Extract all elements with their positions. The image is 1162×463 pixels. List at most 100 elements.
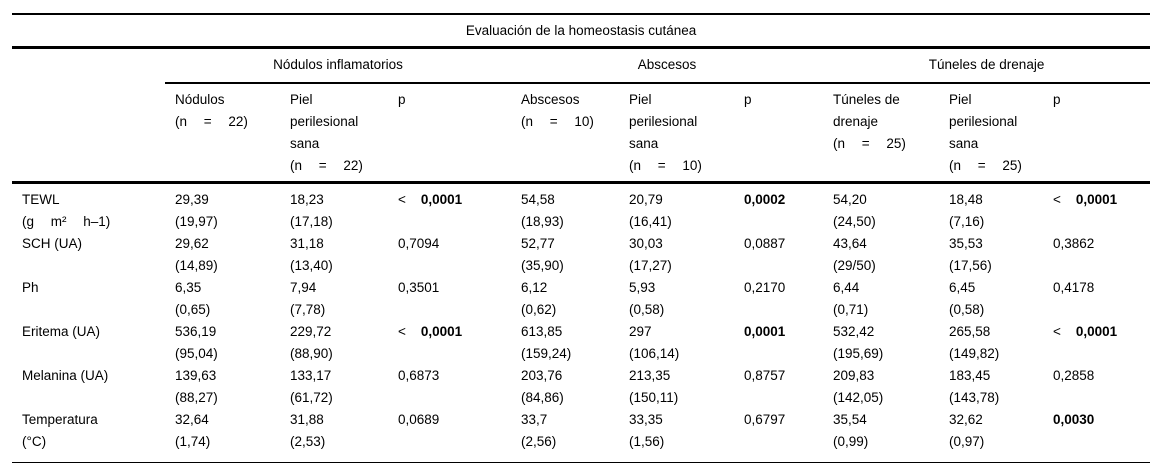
mean-value: 297 — [629, 324, 652, 339]
value-cell: 133,17 (61,72) — [280, 365, 388, 409]
column-header: Piel perilesional sana (n = 10) — [619, 83, 734, 184]
value-cell: 18,23 (17,18) — [280, 183, 388, 234]
p-value: 0,6873 — [398, 368, 440, 383]
table-row: Temperatura (°C) 32,64 (1,74) 31,88 (2,53) 0,0… — [12, 409, 1151, 463]
sd-value: (13,40) — [290, 258, 333, 273]
value-cell: 265,58 (149,82) — [939, 321, 1043, 365]
sd-value: (150,11) — [629, 390, 679, 405]
mean-value: 213,35 — [629, 368, 671, 383]
sd-value: (106,14) — [629, 346, 680, 361]
mean-value: 29,62 — [175, 236, 209, 251]
row-label: Melanina (UA) — [22, 368, 109, 383]
p-value-cell: 0,6873 — [388, 365, 511, 409]
sd-value: (88,90) — [290, 346, 333, 361]
mean-value: 52,77 — [521, 236, 555, 251]
column-header: Piel perilesional sana (n = 25) — [939, 83, 1043, 184]
table-row: SCH (UA) 29,62 (14,89) 31,18 (13,40) 0,7094 52… — [12, 233, 1150, 277]
less-than-sign: < — [1053, 324, 1061, 339]
value-cell: 209,83 (142,05) — [823, 365, 939, 409]
p-value-cell: <0,0001 — [388, 321, 511, 365]
group-header-tuneles-de-drenaje: Túneles de drenaje — [823, 47, 1151, 84]
row-label: Ph — [22, 280, 39, 295]
sd-value: (2,56) — [521, 434, 557, 449]
mean-value: 54,58 — [521, 192, 555, 207]
table-row: Melanina (UA) 139,63 (88,27) 133,17 (61,72) 0… — [12, 365, 1150, 409]
group-header-abscesos: Abscesos — [511, 47, 823, 84]
p-value: 0,6797 — [744, 412, 786, 427]
group-header-spacer — [12, 48, 165, 84]
mean-value: 7,94 — [290, 280, 317, 295]
sd-value: (0,62) — [521, 302, 557, 317]
sd-value: (16,41) — [629, 214, 672, 229]
mean-value: 133,17 — [290, 368, 332, 383]
mean-value: 18,48 — [949, 192, 983, 207]
mean-value: 32,62 — [949, 412, 983, 427]
mean-value: 183,45 — [949, 368, 991, 383]
sd-value: (88,27) — [175, 390, 218, 405]
value-cell: 54,20 (24,50) — [823, 183, 939, 234]
row-label: SCH (UA) — [22, 236, 82, 251]
column-header: Piel perilesional sana (n = 22) — [280, 83, 388, 184]
p-value-cell: <0,0001 — [1043, 321, 1150, 365]
p-value-cell: 0,4178 — [1043, 277, 1150, 321]
p-value-cell: 0,0887 — [734, 233, 823, 277]
table-row: Ph 6,35 (0,65) 7,94 (7,78) 0,3501 6,12 (0,62) 5,… — [12, 277, 1150, 321]
less-than-sign: < — [398, 324, 406, 339]
value-cell: 54,58 (18,93) — [511, 183, 619, 234]
value-cell: 32,64 (1,74) — [165, 409, 280, 463]
sd-value: (17,56) — [949, 258, 992, 273]
mean-value: 32,64 — [175, 412, 209, 427]
column-header-row: Nódulos (n = 22) Piel perilesional sana (n = … — [12, 83, 1151, 184]
mean-value: 33,35 — [629, 412, 663, 427]
table-row: TEWL (g m² h–1) 29,39 (19,97) 18,23 (17,18) <0… — [12, 183, 1150, 234]
row-label: TEWL (g m² h–1) — [22, 192, 111, 229]
group-header-nodulos-inflamatorios: Nódulos inflamatorios — [165, 47, 511, 84]
sd-value: (143,78) — [949, 390, 1000, 405]
sd-value: (159,24) — [521, 346, 572, 361]
mean-value: 43,64 — [833, 236, 867, 251]
sd-value: (95,04) — [175, 346, 218, 361]
p-value: 0,8757 — [744, 368, 786, 383]
sd-value: (0,65) — [175, 302, 211, 317]
value-cell: 536,19 (95,04) — [165, 321, 280, 365]
sd-value: (7,16) — [949, 214, 985, 229]
mean-value: 265,58 — [949, 324, 991, 339]
value-cell: 213,35 (150,11) — [619, 365, 734, 409]
sd-value: (149,82) — [949, 346, 1000, 361]
column-header: Túneles de drenaje (n = 25) — [823, 83, 939, 184]
p-value: 0,7094 — [398, 236, 440, 251]
sd-value: (24,50) — [833, 214, 876, 229]
row-label: Temperatura (°C) — [12, 409, 165, 463]
mean-value: 6,44 — [833, 280, 860, 295]
mean-value: 31,88 — [290, 412, 324, 427]
value-cell: 139,63 (88,27) — [165, 365, 280, 409]
sd-value: (0,58) — [629, 302, 665, 317]
p-value: 0,0001 — [1075, 192, 1118, 207]
p-value: 0,0887 — [744, 236, 786, 251]
sd-value: (14,89) — [175, 258, 218, 273]
p-value: 0,0001 — [420, 192, 463, 207]
value-cell: 29,39 (19,97) — [165, 183, 280, 234]
mean-value: 29,39 — [175, 192, 209, 207]
p-value-cell: 0,0689 — [388, 409, 511, 463]
sd-value: (7,78) — [290, 302, 326, 317]
value-cell: 33,7 (2,56) — [511, 409, 619, 463]
p-value: 0,2858 — [1053, 368, 1095, 383]
value-cell: 6,12 (0,62) — [511, 277, 619, 321]
value-cell: 31,88 (2,53) — [280, 409, 388, 463]
value-cell: 29,62 (14,89) — [165, 233, 280, 277]
sd-value: (18,93) — [521, 214, 564, 229]
mean-value: 54,20 — [833, 192, 867, 207]
sd-value: (1,56) — [629, 434, 665, 449]
p-value: 0,0002 — [744, 192, 786, 207]
value-cell: 32,62 (0,97) — [939, 409, 1043, 463]
sd-value: (35,90) — [521, 258, 564, 273]
column-header-spacer — [12, 83, 165, 184]
value-cell: 6,44 (0,71) — [823, 277, 939, 321]
sd-value: (17,27) — [629, 258, 672, 273]
sd-value: (19,97) — [175, 214, 218, 229]
mean-value: 532,42 — [833, 324, 875, 339]
skin-homeostasis-table: Evaluación de la homeostasis cutánea Nód… — [12, 13, 1151, 463]
mean-value: 20,79 — [629, 192, 663, 207]
